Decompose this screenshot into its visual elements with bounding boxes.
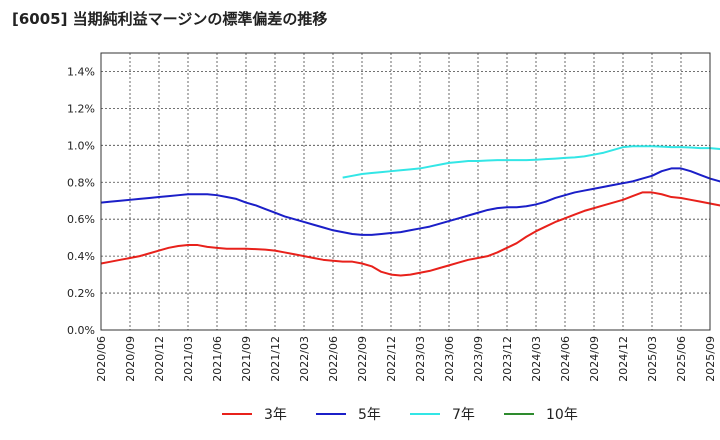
x-tick-label: 2025/03 [646,336,659,382]
legend-label: 7年 [452,407,475,423]
x-axis-ticks: 2020/06 2020/09 2020/12 2021/03 2021/06 2021/… [95,336,717,382]
chart-title: [6005] 当期純利益マージンの標準偏差の推移 [12,10,328,28]
y-axis-ticks: 0.0% 0.2% 0.4% 0.6% 0.8% 1.0% 1.2% 1.4% [67,65,95,337]
y-tick-label: 1.0% [67,139,95,152]
plot-frame [100,52,711,331]
series-lines [100,145,720,277]
x-tick-label: 2023/03 [414,336,427,382]
x-tick-label: 2022/09 [356,336,369,382]
x-tick-label: 2024/03 [530,336,543,382]
x-tick-label: 2023/12 [501,336,514,382]
x-tick-label: 2020/06 [95,336,108,382]
y-tick-label: 0.6% [67,213,95,226]
x-tick-label: 2025/06 [675,336,688,382]
x-tick-label: 2020/09 [124,336,137,382]
x-tick-label: 2024/12 [617,336,630,382]
series-line-5年 [100,167,720,236]
x-tick-label: 2021/12 [269,336,282,382]
x-tick-label: 2023/09 [472,336,485,382]
legend-label: 5年 [358,407,381,423]
y-tick-label: 1.4% [67,65,95,78]
series-line-7年 [342,145,720,179]
series-line-3年 [100,191,720,277]
y-tick-label: 0.2% [67,287,95,300]
x-tick-label: 2022/12 [385,336,398,382]
x-tick-label: 2021/09 [240,336,253,382]
x-tick-label: 2022/06 [327,336,340,382]
x-tick-label: 2022/03 [298,336,311,382]
x-tick-label: 2024/09 [588,336,601,382]
y-tick-label: 0.4% [67,250,95,263]
legend-label: 10年 [546,407,578,423]
x-tick-label: 2025/09 [704,336,717,382]
x-tick-label: 2023/06 [443,336,456,382]
x-tick-label: 2020/12 [153,336,166,382]
legend: 3年 5年 7年 10年 [222,407,578,423]
y-tick-label: 1.2% [67,102,95,115]
grid-lines [100,53,711,331]
x-tick-label: 2024/06 [559,336,572,382]
x-tick-label: 2021/06 [211,336,224,382]
legend-label: 3年 [264,407,287,423]
y-tick-label: 0.8% [67,176,95,189]
y-tick-label: 0.0% [67,324,95,337]
x-tick-label: 2021/03 [182,336,195,382]
